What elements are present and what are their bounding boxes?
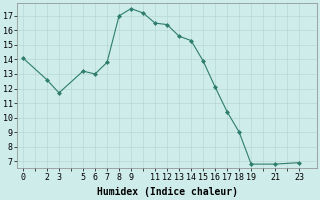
- X-axis label: Humidex (Indice chaleur): Humidex (Indice chaleur): [97, 187, 237, 197]
